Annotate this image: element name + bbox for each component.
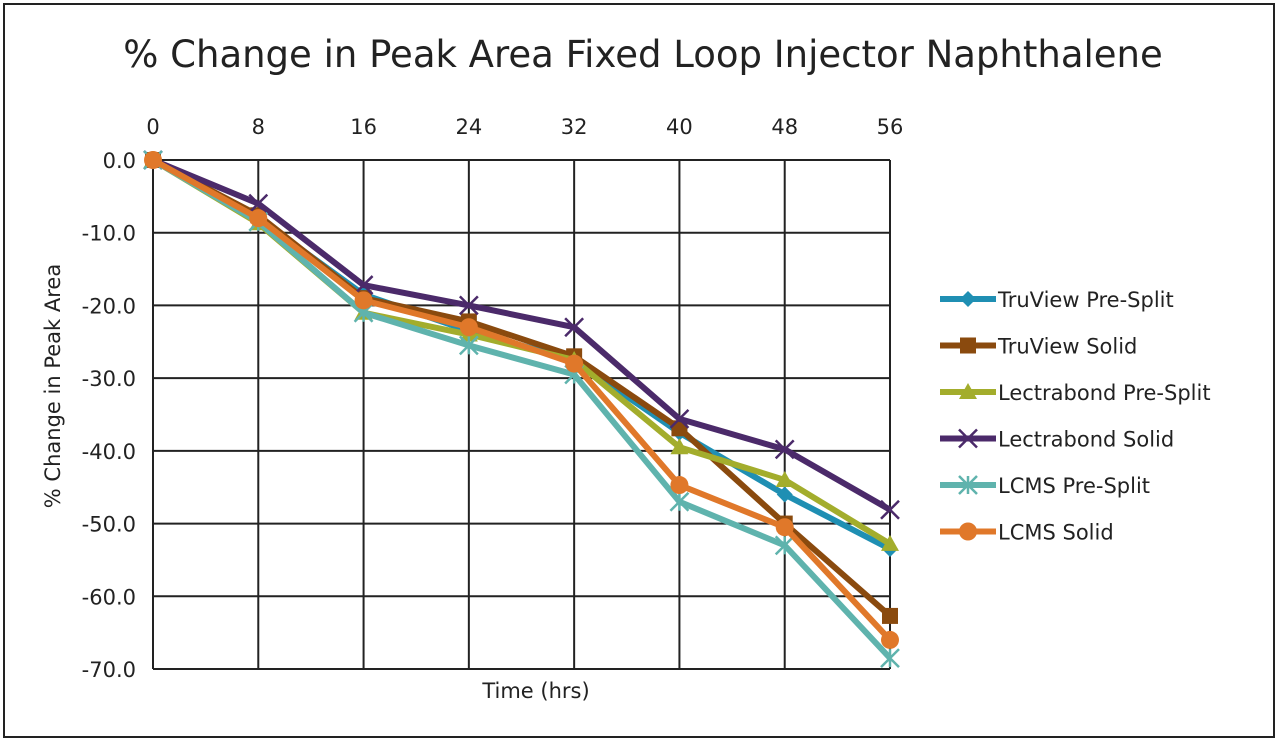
- x-tick-label: 48: [771, 115, 798, 139]
- marker-x: [958, 428, 978, 449]
- marker-x: [353, 275, 374, 295]
- marker-x: [458, 295, 479, 316]
- marker-x: [880, 499, 900, 520]
- x-tick-label: 0: [146, 115, 159, 139]
- marker-triangle: [959, 383, 977, 399]
- y-tick-label: 0.0: [103, 149, 136, 173]
- marker-circle: [959, 522, 977, 541]
- marker-x: [564, 317, 585, 338]
- marker-x: [774, 439, 795, 460]
- legend-item: LCMS Pre-Split: [940, 474, 1150, 498]
- marker-square: [882, 607, 898, 624]
- series-line: [151, 157, 893, 661]
- series-line: [151, 157, 892, 513]
- legend-label: TruView Solid: [997, 335, 1137, 359]
- marker-triangle: [670, 438, 689, 455]
- y-tick-label: -60.0: [82, 585, 136, 609]
- legend-item: TruView Solid: [940, 335, 1137, 359]
- y-axis-label: % Change in Peak Area: [41, 264, 65, 508]
- chart-title: % Change in Peak Area Fixed Loop Injecto…: [123, 33, 1163, 76]
- legend-item: LCMS Solid: [940, 521, 1114, 545]
- marker-asterisk: [669, 491, 690, 512]
- legend-item: Lectrabond Pre-Split: [940, 381, 1211, 405]
- marker-x: [248, 193, 269, 214]
- marker-triangle: [881, 534, 899, 551]
- marker-asterisk: [458, 335, 479, 356]
- marker-circle: [354, 291, 373, 310]
- marker-circle: [459, 318, 478, 337]
- marker-asterisk: [880, 648, 900, 668]
- marker-circle: [144, 151, 162, 169]
- y-tick-label: -70.0: [82, 658, 136, 682]
- marker-circle: [775, 518, 794, 537]
- marker-asterisk: [774, 535, 795, 556]
- x-axis-label: Time (hrs): [481, 679, 589, 703]
- series-lcms-pre-split: [143, 150, 900, 668]
- series-line: [151, 157, 893, 642]
- x-tick-label: 40: [666, 115, 693, 139]
- marker-circle: [565, 354, 584, 373]
- x-tick-label: 24: [455, 115, 482, 139]
- marker-diamond: [960, 291, 976, 307]
- legend-item: Lectrabond Solid: [940, 428, 1174, 452]
- chart-frame: [3, 3, 1275, 738]
- legend-label: TruView Pre-Split: [997, 288, 1174, 312]
- marker-circle: [670, 476, 689, 495]
- y-tick-label: -10.0: [82, 222, 136, 246]
- marker-circle: [881, 630, 899, 649]
- y-tick-label: -20.0: [82, 294, 136, 318]
- y-tick-label: -30.0: [82, 367, 136, 391]
- marker-diamond: [776, 486, 793, 503]
- marker-triangle: [775, 470, 794, 487]
- y-tick-label: -50.0: [82, 513, 136, 537]
- x-tick-label: 56: [877, 115, 904, 139]
- legend-label: LCMS Solid: [998, 521, 1114, 545]
- x-tick-label: 8: [252, 115, 265, 139]
- marker-square: [960, 337, 976, 354]
- series-lectrabond-solid: [143, 150, 900, 520]
- marker-x: [669, 408, 690, 429]
- legend-label: Lectrabond Solid: [998, 428, 1174, 452]
- x-tick-label: 16: [350, 115, 377, 139]
- y-tick-label: -40.0: [82, 440, 136, 464]
- series-lcms-solid: [144, 151, 899, 649]
- marker-asterisk: [958, 475, 978, 495]
- marker-circle: [249, 209, 268, 228]
- x-tick-label: 32: [561, 115, 588, 139]
- legend-item: TruView Pre-Split: [940, 288, 1174, 312]
- legend-label: Lectrabond Pre-Split: [998, 381, 1211, 405]
- legend-label: LCMS Pre-Split: [998, 474, 1150, 498]
